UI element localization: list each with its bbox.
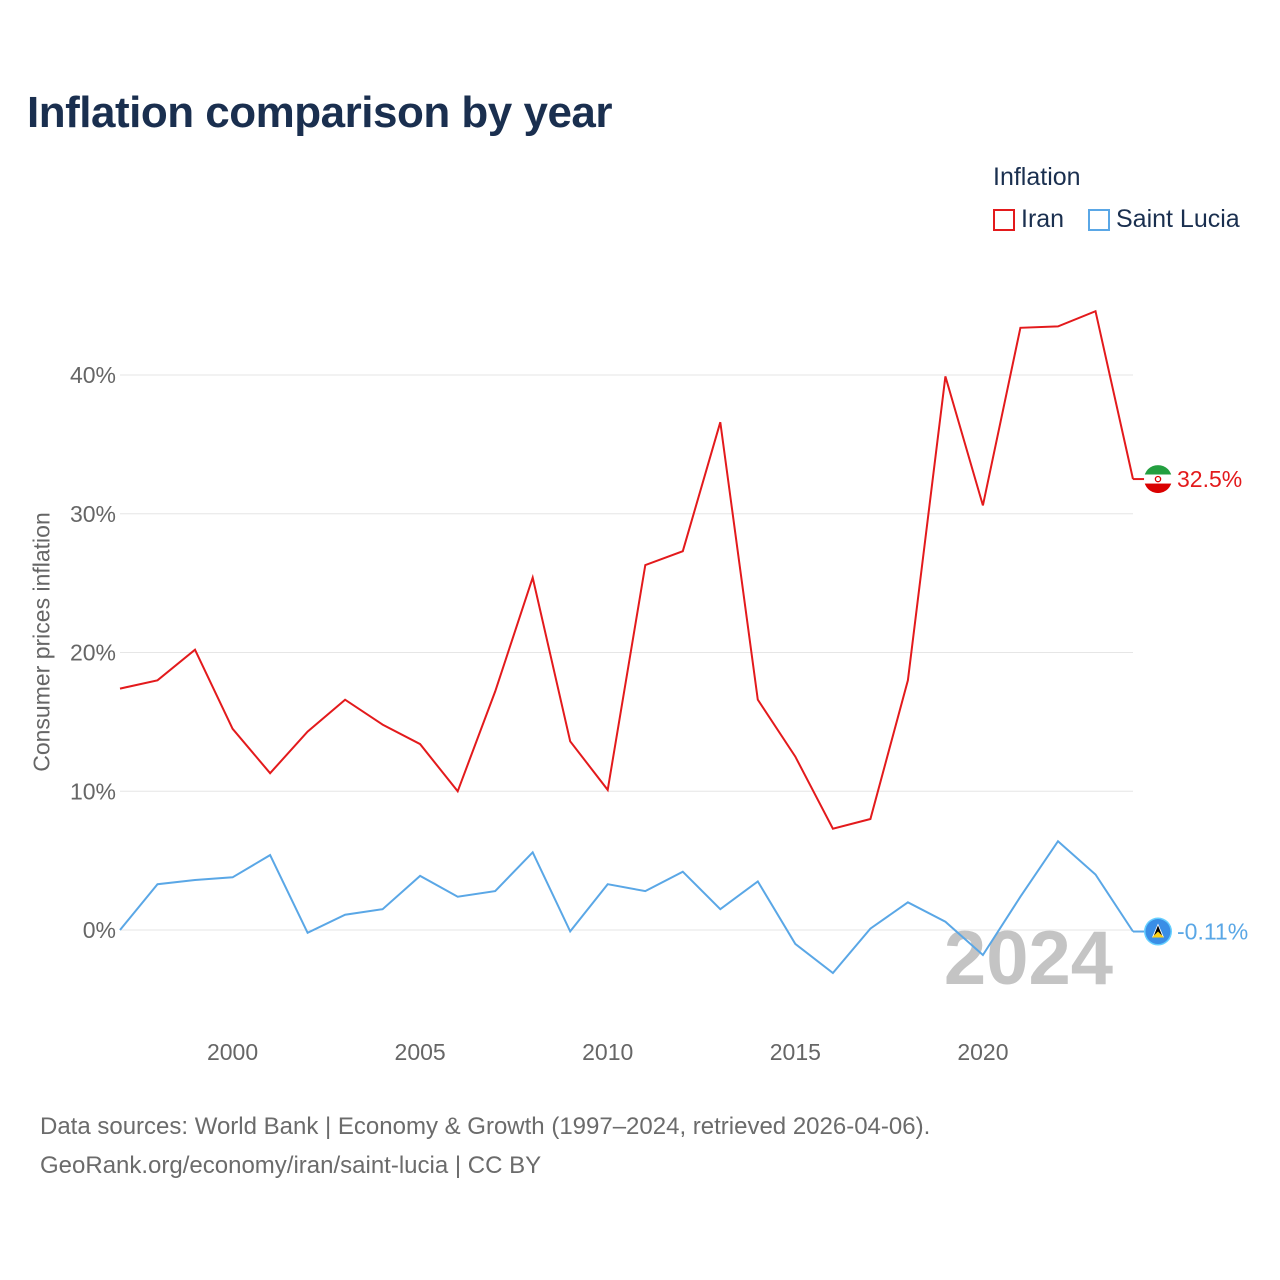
data-point-saint-lucia[interactable] [905,899,911,905]
legend-swatch-saint-lucia [1088,208,1110,231]
data-point-saint-lucia[interactable] [642,888,648,894]
data-point-iran[interactable] [305,729,311,735]
data-point-saint-lucia[interactable] [267,852,273,858]
data-point-saint-lucia[interactable] [942,919,948,925]
x-tick-label: 2000 [207,1039,258,1065]
chart-title: Inflation comparison by year [27,88,613,137]
data-point-iran[interactable] [342,697,348,703]
data-point-saint-lucia[interactable] [417,873,423,879]
x-tick-label: 2015 [770,1039,821,1065]
data-point-saint-lucia[interactable] [792,941,798,947]
data-point-iran[interactable] [155,677,161,683]
legend-label-iran: Iran [1021,205,1065,233]
y-tick-label: 30% [70,501,116,527]
data-point-saint-lucia[interactable] [605,881,611,887]
series-line-iran[interactable] [119,309,1134,830]
data-point-saint-lucia[interactable] [567,928,573,934]
data-point-iran[interactable] [867,816,873,822]
series-lines [117,308,1134,976]
legend-label-saint-lucia: Saint Lucia [1116,205,1240,233]
legend-item-iran[interactable]: Iran [993,205,1064,234]
y-tick-label: 20% [70,640,116,666]
series-line-saint-lucia[interactable] [119,839,1134,975]
data-point-saint-lucia[interactable] [155,881,161,887]
data-point-iran[interactable] [192,647,198,653]
data-point-iran[interactable] [567,738,573,744]
data-point-saint-lucia[interactable] [830,970,836,976]
year-watermark: 2024 [944,916,1113,1001]
data-point-saint-lucia[interactable] [192,877,198,883]
data-point-saint-lucia[interactable] [1017,894,1023,900]
data-point-saint-lucia[interactable] [717,906,723,912]
data-point-iran[interactable] [117,686,123,692]
data-point-iran[interactable] [717,419,723,425]
source-note: Data sources: World Bank | Economy & Gro… [40,1107,930,1185]
data-point-iran[interactable] [1055,323,1061,329]
y-tick-label: 40% [70,362,116,388]
data-point-iran[interactable] [230,726,236,732]
flag-icon-saint-lucia [1144,917,1172,946]
data-point-saint-lucia[interactable] [530,849,536,855]
data-point-iran[interactable] [530,575,536,581]
legend-title: Inflation [993,163,1081,191]
data-point-iran[interactable] [605,787,611,793]
gridlines [120,374,1133,931]
data-point-saint-lucia[interactable] [680,869,686,875]
legend-item-saint-lucia[interactable]: Saint Lucia [1088,205,1240,234]
data-point-saint-lucia[interactable] [492,888,498,894]
data-point-iran[interactable] [1092,308,1098,314]
data-point-iran[interactable] [380,722,386,728]
end-markers: 32.5% -0.11% [1133,465,1248,946]
data-point-iran[interactable] [942,373,948,379]
data-point-iran[interactable] [680,548,686,554]
data-point-saint-lucia[interactable] [980,952,986,958]
y-axis-ticks: 0% 10% 20% 30% 40% [70,362,116,943]
data-point-saint-lucia[interactable] [305,930,311,936]
x-axis-ticks: 2000 2005 2010 2015 2020 [207,1039,1009,1065]
data-point-iran[interactable] [455,788,461,794]
data-point-saint-lucia[interactable] [1055,838,1061,844]
y-tick-label: 0% [83,917,116,943]
data-point-iran[interactable] [417,741,423,747]
data-point-saint-lucia[interactable] [455,894,461,900]
end-label-iran: 32.5% [1177,466,1242,492]
data-point-iran[interactable] [830,826,836,832]
data-point-saint-lucia[interactable] [117,927,123,933]
data-point-saint-lucia[interactable] [1092,872,1098,878]
x-tick-label: 2020 [957,1039,1008,1065]
data-point-iran[interactable] [905,677,911,683]
data-point-iran[interactable] [1017,325,1023,331]
data-point-iran[interactable] [980,502,986,508]
data-point-iran[interactable] [267,770,273,776]
data-point-saint-lucia[interactable] [867,926,873,932]
y-tick-label: 10% [70,778,116,804]
data-point-saint-lucia[interactable] [755,878,761,884]
data-point-saint-lucia[interactable] [342,912,348,918]
flag-icon-iran [1144,465,1172,494]
data-point-saint-lucia[interactable] [380,906,386,912]
legend-swatch-iran [993,208,1015,231]
end-label-saint-lucia: -0.11% [1177,919,1248,945]
data-point-iran[interactable] [642,562,648,568]
source-line-2[interactable]: GeoRank.org/economy/iran/saint-lucia | C… [40,1152,542,1179]
data-point-iran[interactable] [755,697,761,703]
x-tick-label: 2005 [395,1039,446,1065]
data-point-iran[interactable] [492,688,498,694]
data-point-saint-lucia[interactable] [230,874,236,880]
x-tick-label: 2010 [582,1039,633,1065]
source-line-1: Data sources: World Bank | Economy & Gro… [40,1113,931,1140]
data-point-iran[interactable] [792,754,798,760]
